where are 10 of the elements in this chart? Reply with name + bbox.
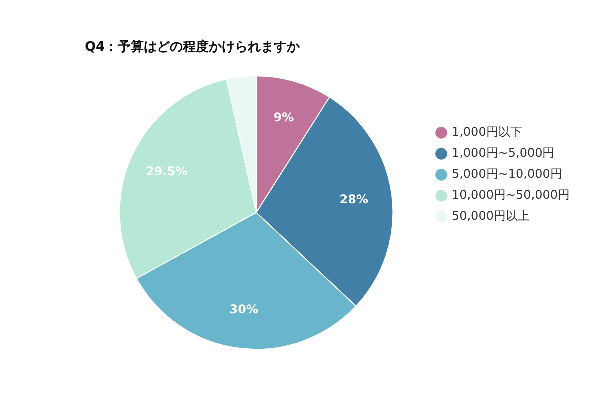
legend-label: 1,000円~5,000円 — [452, 146, 555, 160]
legend-label: 50,000円以上 — [452, 209, 530, 224]
legend-label: 1,000円以下 — [452, 125, 522, 140]
data-label: 28% — [340, 192, 368, 207]
data-label: 9% — [274, 110, 294, 124]
chart-title: Q4：予算はどの程度かけられますか — [85, 39, 302, 56]
legend-label: 10,000円~50,000円 — [452, 188, 570, 202]
legend-label: 5,000円~10,000円 — [452, 167, 562, 182]
data-label: 29.5% — [146, 164, 188, 178]
data-label: 30% — [230, 302, 259, 317]
